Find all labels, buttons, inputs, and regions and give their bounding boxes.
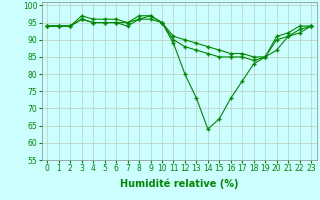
X-axis label: Humidité relative (%): Humidité relative (%) — [120, 179, 238, 189]
